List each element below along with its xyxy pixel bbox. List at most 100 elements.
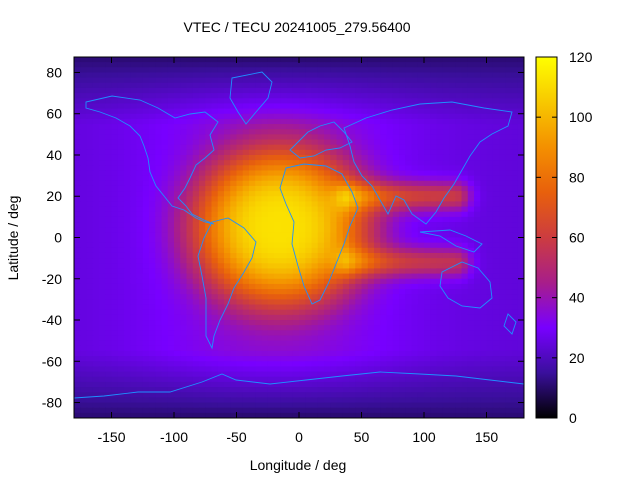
heatmap-cell — [324, 93, 331, 99]
heatmap-cell — [205, 129, 213, 135]
heatmap-cell — [249, 356, 256, 362]
heatmap-cell — [492, 299, 500, 306]
heatmap-cell — [336, 118, 344, 125]
heatmap-cell — [449, 268, 456, 275]
heatmap-cell — [230, 320, 238, 326]
heatmap-cell — [324, 335, 331, 342]
heatmap-cell — [430, 170, 438, 177]
heatmap-cell — [374, 252, 381, 259]
heatmap-cell — [486, 392, 494, 398]
heatmap-cell — [186, 294, 194, 300]
heatmap-cell — [311, 289, 319, 295]
heatmap-cell — [505, 139, 513, 146]
heatmap-cell — [405, 381, 413, 388]
heatmap-cell — [317, 82, 325, 89]
heatmap-cell — [467, 366, 475, 373]
heatmap-cell — [255, 299, 263, 306]
heatmap-cell — [211, 247, 219, 254]
heatmap-cell — [267, 397, 275, 404]
heatmap-cell — [330, 124, 338, 130]
heatmap-cell — [430, 201, 438, 208]
heatmap-cell — [342, 57, 350, 63]
heatmap-cell — [92, 129, 100, 135]
heatmap-cell — [80, 211, 88, 218]
heatmap-cell — [242, 345, 250, 352]
heatmap-cell — [186, 144, 194, 151]
heatmap-cell — [486, 201, 494, 208]
heatmap-cell — [311, 67, 319, 74]
heatmap-cell — [449, 57, 456, 63]
heatmap-cell — [386, 170, 394, 177]
heatmap-cell — [161, 350, 169, 357]
heatmap-cell — [80, 320, 88, 326]
heatmap-cell — [86, 67, 94, 74]
heatmap-cell — [374, 289, 381, 295]
heatmap-cell — [324, 62, 331, 68]
heatmap-cell — [292, 144, 300, 151]
heatmap-cell — [274, 392, 281, 398]
heatmap-cell — [286, 72, 294, 79]
heatmap-cell — [386, 268, 394, 275]
heatmap-cell — [92, 139, 100, 146]
heatmap-cell — [255, 242, 263, 249]
heatmap-cell — [136, 381, 144, 388]
heatmap-cell — [442, 165, 450, 172]
heatmap-cell — [505, 376, 513, 383]
heatmap-cell — [511, 170, 519, 177]
heatmap-cell — [386, 144, 394, 151]
heatmap-cell — [324, 242, 331, 249]
heatmap-cell — [155, 392, 163, 398]
heatmap-cell — [142, 294, 150, 300]
heatmap-cell — [499, 67, 506, 74]
heatmap-cell — [99, 330, 106, 337]
heatmap-cell — [92, 98, 100, 105]
heatmap-cell — [499, 118, 506, 125]
heatmap-cell — [299, 211, 306, 218]
heatmap-cell — [105, 294, 113, 300]
heatmap-cell — [105, 180, 113, 187]
heatmap-cell — [186, 170, 194, 177]
heatmap-cell — [236, 304, 244, 311]
heatmap-cell — [405, 407, 413, 414]
heatmap-cell — [242, 175, 250, 182]
heatmap-cell — [367, 154, 375, 161]
heatmap-cell — [361, 304, 369, 311]
heatmap-cell — [317, 160, 325, 166]
heatmap-cell — [399, 222, 406, 228]
heatmap-cell — [261, 237, 269, 244]
heatmap-cell — [142, 82, 150, 89]
heatmap-cell — [455, 77, 463, 84]
heatmap-cell — [336, 320, 344, 326]
heatmap-cell — [361, 144, 369, 151]
heatmap-cell — [136, 371, 144, 378]
heatmap-cell — [230, 387, 238, 393]
heatmap-cell — [111, 185, 119, 192]
heatmap-cell — [405, 139, 413, 146]
heatmap-cell — [442, 376, 450, 383]
heatmap-cell — [249, 397, 256, 404]
heatmap-cell — [430, 325, 438, 331]
heatmap-cell — [517, 314, 524, 321]
heatmap-cell — [249, 139, 256, 146]
heatmap-cell — [255, 350, 263, 357]
heatmap-cell — [180, 299, 188, 306]
heatmap-cell — [430, 361, 438, 368]
heatmap-cell — [399, 118, 406, 125]
heatmap-cell — [205, 263, 213, 270]
heatmap-cell — [405, 371, 413, 378]
heatmap-cell — [380, 87, 388, 94]
heatmap-cell — [86, 320, 94, 326]
heatmap-cell — [74, 350, 81, 357]
heatmap-cell — [242, 273, 250, 280]
heatmap-cell — [411, 242, 419, 249]
heatmap-cell — [461, 345, 469, 352]
heatmap-cell — [224, 252, 231, 259]
heatmap-cell — [92, 407, 100, 414]
heatmap-cell — [124, 175, 131, 182]
heatmap-cell — [486, 113, 494, 120]
heatmap-cell — [286, 206, 294, 213]
heatmap-cell — [317, 237, 325, 244]
heatmap-cell — [324, 247, 331, 254]
heatmap-cell — [124, 294, 131, 300]
heatmap-cell — [342, 299, 350, 306]
